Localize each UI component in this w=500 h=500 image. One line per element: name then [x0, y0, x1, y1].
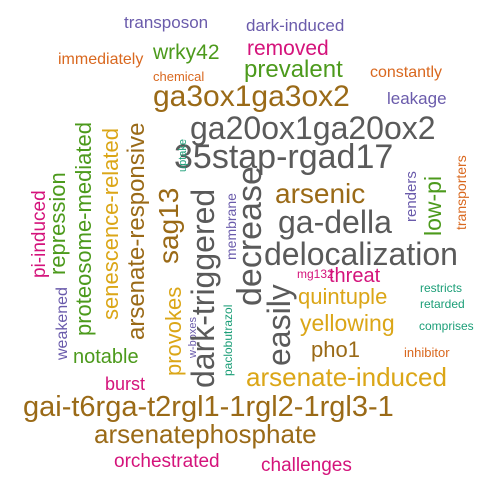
word-retarded: retarded: [420, 297, 465, 311]
word-threat: threat: [329, 265, 381, 287]
word-transposon: transposon: [124, 13, 209, 32]
word-gai-t6rga-t2rgl1-1rgl2-1rgl3-1: gai-t6rga-t2rgl1-1rgl2-1rgl3-1: [23, 391, 394, 423]
word-senescence-related: senescence-related: [98, 127, 123, 320]
word-arsenate-induced: arsenate-induced: [246, 362, 447, 392]
word-provokes: provokes: [161, 286, 186, 376]
word-ga20ox1ga20ox2: ga20ox1ga20ox2: [190, 110, 436, 146]
word-wrky42: wrky42: [153, 41, 220, 64]
word-immediately: immediately: [58, 51, 144, 68]
word-dark-induced: dark-induced: [246, 16, 345, 35]
word-yellowing: yellowing: [300, 310, 395, 336]
word-leakage: leakage: [387, 89, 447, 108]
word-35stap-rgad17: 35stap-rgad17: [174, 138, 394, 176]
word-easily: easily: [261, 284, 297, 366]
word-pho1: pho1: [311, 337, 360, 362]
word-arsenate-responsive: arsenate-responsive: [123, 122, 150, 340]
word-inhibitor: inhibitor: [404, 345, 450, 360]
word-mg132: mg132: [297, 267, 334, 281]
word-constantly: constantly: [370, 64, 443, 81]
word-proteosome-mediated: proteosome-mediated: [71, 121, 96, 336]
word-arsenic: arsenic: [275, 178, 366, 209]
word-quintuple: quintuple: [298, 284, 388, 309]
word-renders: renders: [403, 171, 420, 222]
word-burst: burst: [105, 374, 146, 394]
word-challenges: challenges: [261, 455, 352, 476]
word-chemical: chemical: [153, 69, 205, 84]
word-arsenatephosphate: arsenatephosphate: [94, 419, 317, 449]
word-weakened: weakened: [54, 287, 71, 360]
word-transporters: transporters: [453, 155, 469, 230]
word-removed: removed: [247, 37, 329, 60]
word-uptake: uptake: [177, 138, 189, 172]
word-dark-triggered: dark-triggered: [185, 188, 221, 388]
word-delocalization: delocalization: [264, 236, 458, 272]
word-sag13: sag13: [153, 187, 184, 264]
word-ga3ox1ga3ox2: ga3ox1ga3ox2: [153, 80, 350, 113]
word-restricts: restricts: [420, 281, 462, 295]
word-low-pi: low-pi: [420, 175, 446, 236]
word-prevalent: prevalent: [244, 56, 343, 83]
word-repression: repression: [45, 172, 70, 275]
word-orchestrated: orchestrated: [114, 451, 220, 472]
word-comprises: comprises: [419, 319, 474, 333]
word-ga-della: ga-della: [278, 204, 392, 240]
word-notable: notable: [73, 346, 139, 368]
word-paclobutrazol: paclobutrazol: [221, 304, 235, 376]
